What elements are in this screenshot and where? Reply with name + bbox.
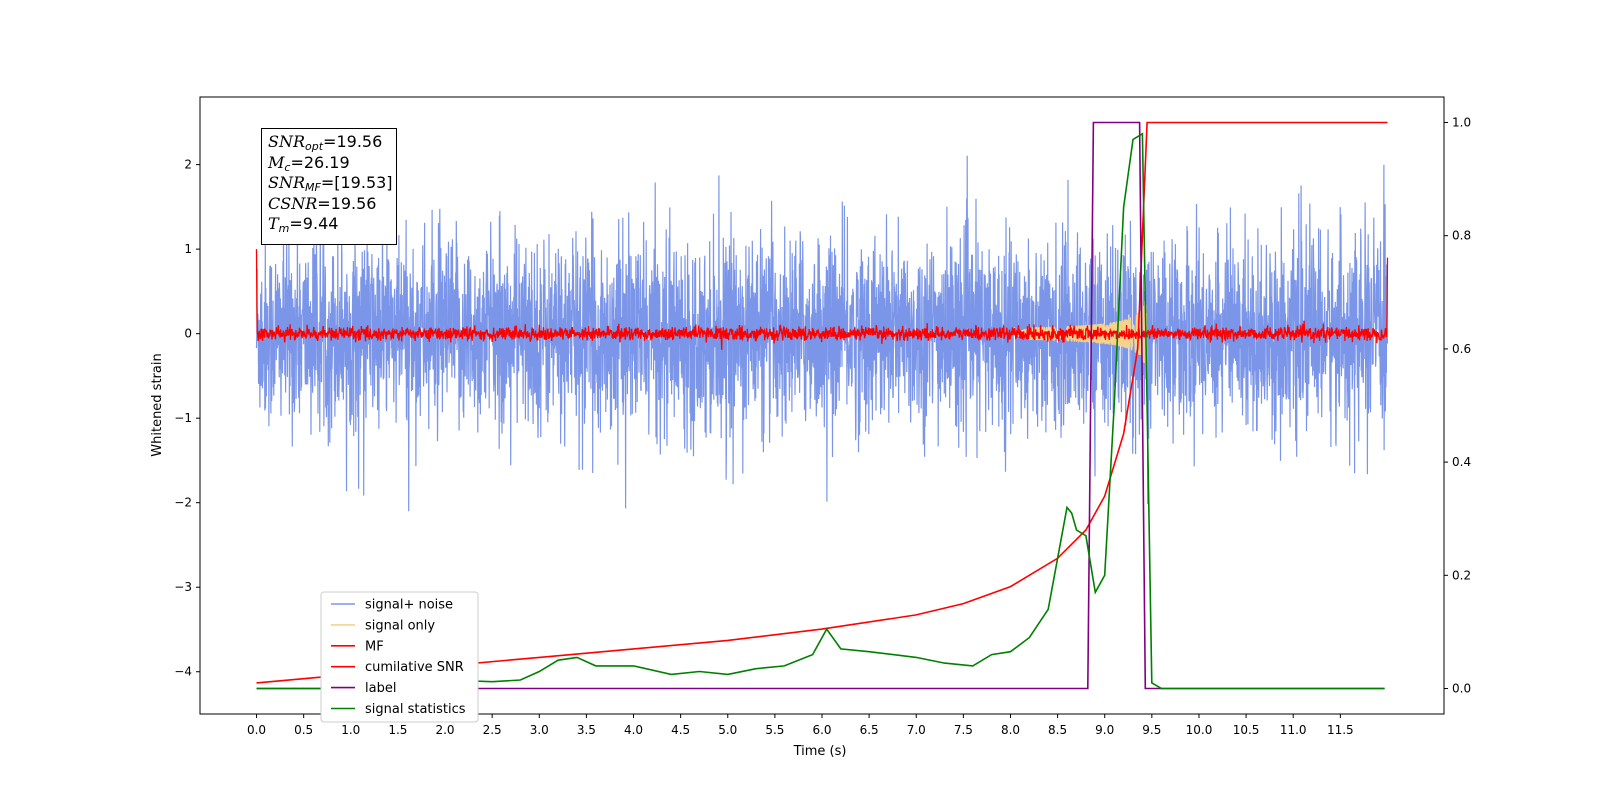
y-tick-label: 0 (184, 327, 192, 341)
y2-tick-label: 0.6 (1452, 342, 1471, 356)
legend-label-mf: MF (365, 639, 384, 654)
legend-box (320, 591, 479, 723)
y2-tick-label: 0.8 (1452, 229, 1471, 243)
y2-tick-label: 0.4 (1452, 455, 1471, 469)
y2-tick-label: 0.2 (1452, 568, 1471, 582)
snr-opt-readout: SNRopt=19.56 (268, 132, 383, 153)
merger-time-readout: Tm=9.44 (268, 214, 339, 235)
y-axis-left: −4 −3 −2 −1 0 1 2 (174, 158, 200, 679)
x-tick-label: 5.0 (718, 723, 737, 737)
y2-tick-label: 0.0 (1452, 682, 1471, 696)
x-tick-label: 2.5 (483, 723, 502, 737)
chirp-mass-readout: Mc=26.19 (268, 152, 350, 174)
legend-label-cumilative-snr: cumilative SNR (365, 660, 464, 675)
signal-statistics-line (256, 132, 1385, 690)
x-axis-label: Time (s) (793, 744, 847, 759)
y-tick-label: −2 (174, 496, 192, 510)
y-tick-label: −3 (174, 580, 192, 594)
y-tick-label: 1 (184, 242, 192, 256)
x-tick-label: 3.5 (577, 723, 596, 737)
snr-mf-readout: SNRMF=[19.53] (268, 173, 393, 194)
x-tick-label: 4.5 (671, 723, 690, 737)
x-tick-label: 2.0 (435, 723, 454, 737)
x-tick-label: 1.0 (341, 723, 360, 737)
stats-annotation-box: SNRopt=19.56 Mc=26.19 SNRMF=[19.53] CSNR… (261, 128, 397, 245)
signal-only-line (1010, 297, 1148, 380)
y-axis-right: 0.0 0.2 0.4 0.6 0.8 1.0 (1444, 115, 1471, 696)
y-tick-label: −4 (174, 665, 192, 679)
x-tick-label: 8.5 (1048, 723, 1067, 737)
legend: signal+ noise signal only MF cumilative SNR… (320, 591, 479, 723)
x-tick-label: 11.5 (1327, 723, 1354, 737)
x-tick-label: 0.5 (294, 723, 313, 737)
x-tick-label: 3.0 (530, 723, 549, 737)
x-tick-label: 9.0 (1095, 723, 1114, 737)
x-tick-label: 6.5 (860, 723, 879, 737)
legend-label-signal-noise: signal+ noise (365, 598, 453, 613)
y2-tick-label: 1.0 (1452, 115, 1471, 129)
csnr-readout: CSNR=19.56 (268, 193, 377, 213)
y-tick-label: −1 (174, 411, 192, 425)
x-tick-label: 11.0 (1280, 723, 1307, 737)
x-tick-label: 7.0 (907, 723, 926, 737)
x-tick-label: 8.0 (1001, 723, 1020, 737)
x-tick-label: 0.0 (247, 723, 266, 737)
legend-label-signal-statistics: signal statistics (365, 702, 466, 717)
x-tick-label: 7.5 (954, 723, 973, 737)
x-tick-label: 10.5 (1233, 723, 1260, 737)
legend-label-label: label (365, 681, 396, 696)
signal-noise-line (255, 155, 1389, 512)
x-tick-label: 6.0 (812, 723, 831, 737)
x-axis: 0.0 0.5 1.0 1.5 2.0 2.5 3.0 3.5 4.0 4.5 5.0 5.5 6.0 6… (247, 714, 1354, 737)
x-tick-label: 5.5 (765, 723, 784, 737)
x-tick-label: 9.5 (1142, 723, 1161, 737)
series-layer (255, 121, 1389, 690)
y-axis-label: Whitened strain (150, 353, 165, 456)
legend-label-signal-only: signal only (365, 618, 435, 633)
x-tick-label: 4.0 (624, 723, 643, 737)
x-tick-label: 1.5 (388, 723, 407, 737)
x-tick-label: 10.0 (1186, 723, 1213, 737)
y-tick-label: 2 (184, 158, 192, 172)
cumilative-snr-line (256, 121, 1388, 684)
mf-line (255, 249, 1389, 350)
